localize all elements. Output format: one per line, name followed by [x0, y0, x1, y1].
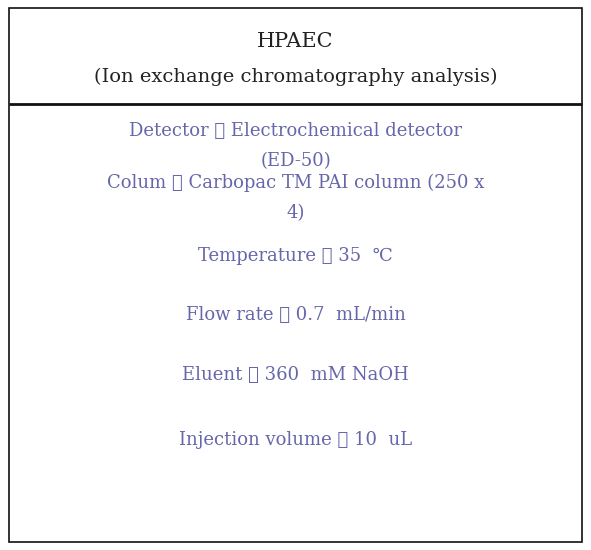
FancyBboxPatch shape — [9, 8, 582, 542]
Text: HPAEC: HPAEC — [257, 32, 334, 51]
Text: (Ion exchange chromatography analysis): (Ion exchange chromatography analysis) — [94, 68, 497, 86]
Text: (ED-50): (ED-50) — [260, 152, 331, 170]
Text: Eluent ： 360  mM NaOH: Eluent ： 360 mM NaOH — [182, 366, 409, 384]
Text: Flow rate ： 0.7  mL/min: Flow rate ： 0.7 mL/min — [186, 306, 405, 323]
Text: Detector ： Electrochemical detector: Detector ： Electrochemical detector — [129, 122, 462, 140]
Text: Colum ： Carbopac TM PAI column (250 x: Colum ： Carbopac TM PAI column (250 x — [107, 174, 484, 192]
Text: Injection volume ： 10  uL: Injection volume ： 10 uL — [179, 431, 412, 449]
Text: 4): 4) — [286, 204, 305, 222]
Text: Temperature ： 35  ℃: Temperature ： 35 ℃ — [198, 247, 393, 265]
